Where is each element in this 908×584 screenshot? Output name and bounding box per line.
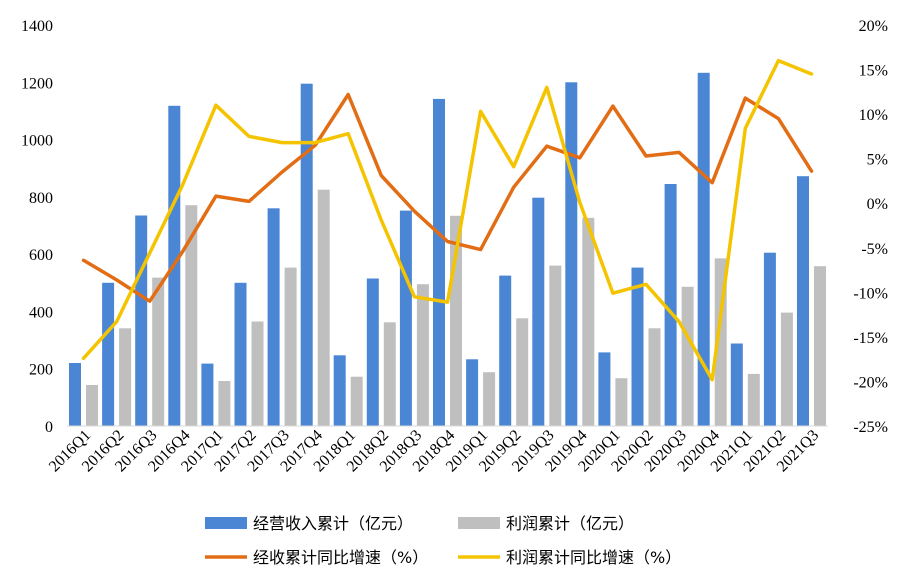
profit-bar xyxy=(483,372,496,426)
legend-item: 经营收入累计（亿元） xyxy=(205,514,413,533)
revenue-bar xyxy=(664,184,677,426)
profit-bar xyxy=(86,385,98,426)
profit-bar xyxy=(416,284,429,426)
profit-bar xyxy=(383,322,396,426)
right-tick-label: -10% xyxy=(853,285,888,302)
revenue-bar xyxy=(267,208,280,426)
revenue-bar xyxy=(565,82,578,427)
profit-bar xyxy=(615,378,628,426)
revenue-bar xyxy=(234,282,247,426)
profit-bar xyxy=(284,267,297,426)
x-axis: 2016Q12016Q22016Q32016Q42017Q12017Q22017… xyxy=(46,425,828,475)
right-tick-label: -25% xyxy=(853,419,888,436)
left-axis: 0 200 400 600 800 1000 1200 1400 xyxy=(21,18,53,436)
profit-bar xyxy=(516,318,529,426)
revenue-bar xyxy=(697,72,710,427)
revenue-bar xyxy=(466,359,479,426)
profit-bar xyxy=(152,277,165,426)
revenue-bar xyxy=(532,197,545,426)
revenue-bar xyxy=(366,278,379,426)
profit-bar xyxy=(251,321,264,426)
legend-label: 经营收入累计（亿元） xyxy=(253,514,413,533)
profit-bar xyxy=(350,376,363,426)
revenue-bar xyxy=(300,83,313,426)
right-tick-label: 5% xyxy=(867,152,888,169)
left-tick-label: 0 xyxy=(45,419,53,436)
profit-bar xyxy=(582,217,595,426)
revenue-bar xyxy=(201,363,214,426)
revenue-bar xyxy=(433,98,445,427)
profit-growth-line xyxy=(81,58,814,382)
revenue-growth-line xyxy=(81,92,814,303)
profit-bar xyxy=(549,265,562,426)
right-tick-label: -5% xyxy=(861,241,888,258)
legend-label: 经收累计同比增速（%） xyxy=(253,548,428,567)
legend-swatch xyxy=(458,517,500,529)
right-tick-label: 20% xyxy=(859,18,888,35)
right-tick-label: 15% xyxy=(859,63,888,80)
profit-bar xyxy=(814,266,826,426)
profit-bar xyxy=(747,373,760,426)
right-tick-label: 0% xyxy=(867,196,888,213)
legend-item: 利润累计（亿元） xyxy=(458,514,634,533)
profit-bar xyxy=(648,328,661,426)
legend-label: 利润累计（亿元） xyxy=(506,514,634,533)
profit-bar xyxy=(317,189,330,426)
legend-item: 经收累计同比增速（%） xyxy=(205,548,428,567)
left-tick-label: 800 xyxy=(29,190,53,207)
profit-bar xyxy=(681,286,694,426)
profit-bar xyxy=(119,328,132,426)
revenue-bar xyxy=(399,210,412,426)
right-tick-label: 10% xyxy=(859,107,888,124)
line-series xyxy=(81,58,814,382)
legend-swatch xyxy=(205,517,247,529)
revenue-bar xyxy=(797,176,809,426)
revenue-bar xyxy=(730,343,743,426)
revenue-bar xyxy=(135,215,148,426)
profit-bar xyxy=(780,312,793,426)
right-tick-label: -15% xyxy=(853,330,888,347)
legend: 经营收入累计（亿元） 利润累计（亿元） 经收累计同比增速（%） 利润累计同比增速（%） xyxy=(205,514,681,567)
legend-item: 利润累计同比增速（%） xyxy=(458,548,681,567)
profit-bar xyxy=(218,381,231,426)
revenue-bar xyxy=(333,355,346,426)
revenue-bar xyxy=(499,275,512,426)
left-tick-label: 1200 xyxy=(21,75,53,92)
legend-label: 利润累计同比增速（%） xyxy=(506,548,681,567)
left-tick-label: 600 xyxy=(29,247,53,264)
right-tick-label: -20% xyxy=(853,374,888,391)
revenue-bar xyxy=(598,352,611,426)
left-tick-label: 1400 xyxy=(21,18,53,35)
revenue-bar xyxy=(763,252,776,426)
revenue-bar xyxy=(631,267,644,426)
left-tick-label: 200 xyxy=(29,362,53,379)
revenue-bar xyxy=(102,282,115,426)
revenue-bar xyxy=(69,363,81,426)
profit-bar xyxy=(185,205,198,426)
right-axis: -25% -20% -15% -10% -5% 0% 5% 10% 15% 20% xyxy=(853,18,888,436)
left-tick-label: 400 xyxy=(29,304,53,321)
left-tick-label: 1000 xyxy=(21,133,53,150)
